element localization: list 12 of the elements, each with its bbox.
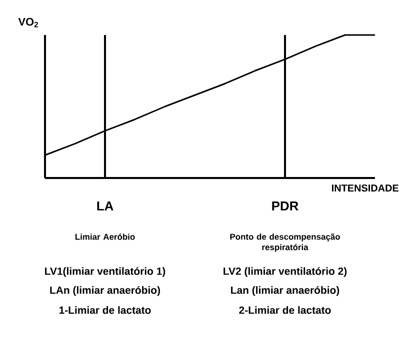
text: 1-Limiar de lactato [59, 306, 151, 314]
text: Limiar Aeróbio [75, 234, 135, 240]
text: Ponto de descompensação respiratória [230, 234, 340, 252]
text: 2-Limiar de lactato [239, 306, 331, 314]
text: LV2 (limiar ventilatório 2) [224, 267, 347, 277]
text: Lan (limiar anaeróbio) [231, 286, 340, 296]
x-tick-label: LA [97, 202, 114, 210]
y-axis-title: VO$_{2}$ [18, 18, 38, 28]
x-tick-label: PDR [272, 202, 298, 210]
text: LV1(limiar ventilatório 1) [45, 267, 166, 277]
x-axis-title: INTENSIDADE [332, 184, 398, 192]
text: LAn (limiar anaeróbio) [50, 286, 160, 296]
